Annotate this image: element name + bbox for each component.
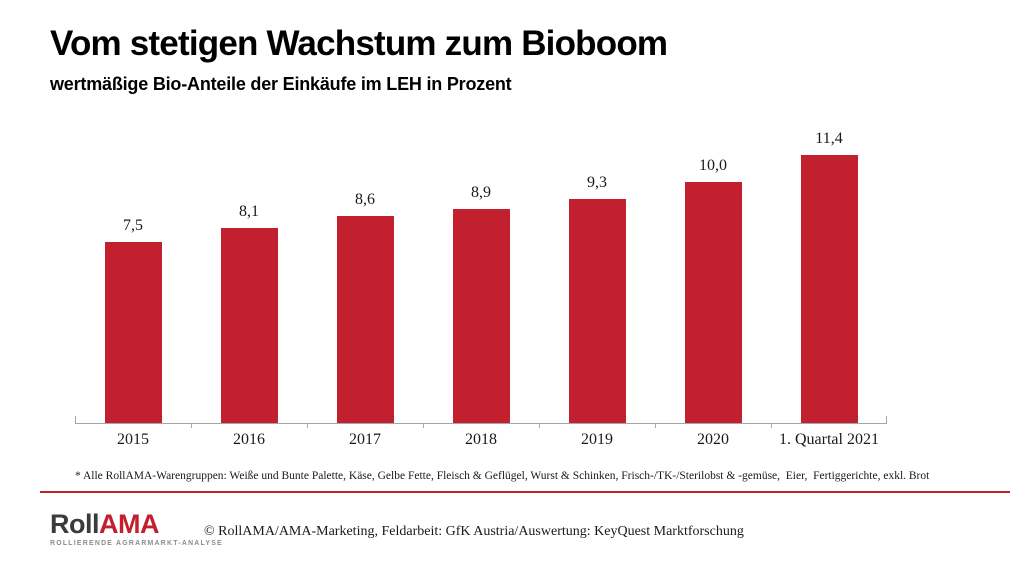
red-separator-line [40,491,1010,493]
axis-tick [655,423,656,428]
x-axis-label: 2019 [581,431,613,448]
bar [220,228,278,423]
bar [336,216,394,423]
axis-tick [539,423,540,428]
axis-endcap [75,416,76,423]
x-axis-label: 2016 [233,431,265,448]
page-subtitle: wertmäßige Bio-Anteile der Einkäufe im L… [50,74,512,94]
bar-group-2018: 8,9 [423,130,539,423]
footnote: * Alle RollAMA-Warengruppen: Weiße und B… [75,470,930,482]
bar-value-label: 8,9 [471,184,491,201]
x-axis-labels: 2015 2016 2017 2018 2019 2020 1. Quartal 2021 [75,431,887,449]
axis-tick [423,423,424,428]
bar-group-2017: 8,6 [307,130,423,423]
x-axis-label: 2020 [697,431,729,448]
bar-value-label: 8,1 [239,203,259,220]
axis-tick [771,423,772,428]
bar-chart-plot-area: 7,5 8,1 8,6 8,9 9,3 10,0 11,4 [75,130,887,428]
rollama-logo: RollAMA ROLLIERENDE AGRARMARKT-ANALYSE [50,511,223,548]
axis-tick [191,423,192,428]
bar [800,155,858,423]
bar-group-2019: 9,3 [539,130,655,423]
bar-value-label: 11,4 [815,130,843,147]
bar-value-label: 10,0 [699,157,727,174]
bar-group-2016: 8,1 [191,130,307,423]
axis-tick [307,423,308,428]
bar-group-2015: 7,5 [75,130,191,423]
bar-group-1-Quartal-2021: 11,4 [771,130,887,423]
x-axis-label: 2018 [465,431,497,448]
x-axis-label: 1. Quartal 2021 [779,431,879,448]
rollama-logo-tagline: ROLLIERENDE AGRARMARKT-ANALYSE [50,540,223,547]
logo-part-ama: AMA [99,509,160,539]
rollama-logo-wordmark: RollAMA [50,511,223,538]
bar-group-2020: 10,0 [655,130,771,423]
x-axis-label: 2015 [117,431,149,448]
copyright-line: © RollAMA/AMA-Marketing, Feldarbeit: GfK… [204,524,744,539]
page-title: Vom stetigen Wachstum zum Bioboom [50,24,668,63]
bar [452,209,510,423]
bar [568,199,626,423]
bar [684,182,742,423]
bar-value-label: 8,6 [355,191,375,208]
bar-value-label: 9,3 [587,174,607,191]
x-axis-label: 2017 [349,431,381,448]
axis-endcap [886,416,887,423]
bar [104,242,162,423]
logo-part-roll: Roll [50,509,100,539]
bar-value-label: 7,5 [123,217,143,234]
